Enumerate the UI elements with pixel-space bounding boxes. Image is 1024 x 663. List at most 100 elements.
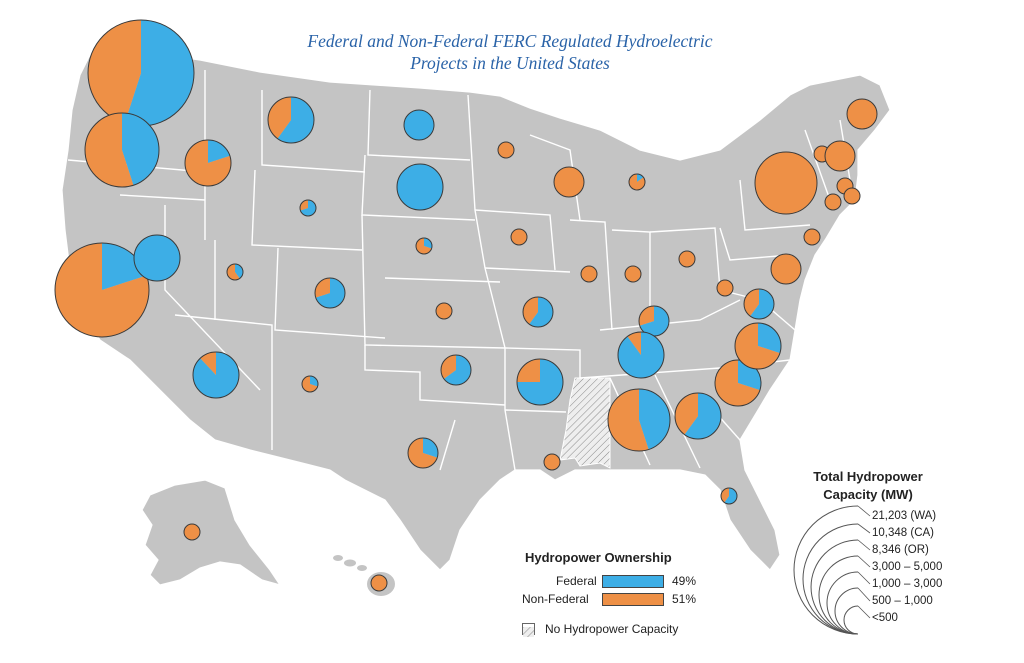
state-border — [274, 247, 386, 339]
pie-non-federal-slice — [675, 393, 698, 435]
state-pie-wa — [87, 19, 195, 127]
pie-non-federal-slice — [771, 254, 801, 284]
capacity-legend-circle — [802, 523, 859, 635]
pie-outline — [435, 302, 453, 320]
pie-outline — [754, 151, 818, 215]
state-pie-al — [607, 388, 671, 452]
state-pie-ri — [843, 187, 861, 205]
capacity-legend-circle — [826, 571, 859, 635]
pie-outline — [299, 199, 317, 217]
pie-non-federal-slice — [825, 194, 841, 210]
pie-non-federal-slice — [544, 454, 560, 470]
state-pie-ar — [516, 358, 564, 406]
capacity-legend-circle — [818, 555, 859, 635]
pie-federal-slice — [235, 264, 243, 279]
capacity-class-label: 21,203 (WA) — [872, 510, 937, 522]
capacity-legend-leader — [857, 587, 871, 602]
pie-outline — [403, 109, 435, 141]
pie-outline — [267, 96, 315, 144]
pie-outline — [516, 358, 564, 406]
pie-non-federal-slice — [511, 229, 527, 245]
pie-federal-slice — [684, 392, 722, 439]
pie-non-federal-slice — [184, 524, 200, 540]
pie-non-federal-slice — [371, 575, 387, 591]
capacity-legend-title-line1: Total Hydropower — [813, 469, 923, 484]
state-pie-ny — [754, 151, 818, 215]
state-border — [364, 345, 506, 406]
state-pie-nc — [734, 322, 782, 370]
pie-non-federal-slice — [85, 113, 134, 187]
pie-outline — [824, 140, 856, 172]
state-border — [261, 90, 366, 173]
capacity-class-label: 3,000 – 5,000 — [872, 561, 943, 573]
pie-outline — [607, 388, 671, 452]
pie-outline — [543, 453, 561, 471]
pie-outline — [846, 98, 878, 130]
state-border — [529, 134, 581, 221]
pie-outline — [301, 375, 319, 393]
pie-federal-slice — [277, 97, 314, 143]
pie-outline — [192, 351, 240, 399]
pie-outline — [674, 392, 722, 440]
capacity-legend-leader — [857, 605, 871, 619]
capacity-legend-leader — [857, 523, 871, 534]
pie-federal-slice — [404, 110, 434, 140]
state-pie-ut — [226, 263, 244, 281]
state-pie-wy — [299, 199, 317, 217]
state-border — [599, 299, 741, 331]
capacity-legend-leader — [857, 505, 871, 517]
pie-outline — [770, 253, 802, 285]
pie-outline — [714, 359, 762, 407]
legend-non-federal-label: Non-Federal — [522, 592, 589, 606]
pie-non-federal-slice — [717, 280, 733, 296]
pie-outline — [743, 288, 775, 320]
state-pie-va — [743, 288, 775, 320]
state-border — [251, 169, 363, 251]
capacity-legend-leader — [857, 571, 871, 585]
state-pie-il — [580, 265, 598, 283]
pie-federal-slice — [750, 289, 774, 320]
pie-outline — [843, 187, 861, 205]
state-border — [367, 89, 471, 161]
pie-outline — [54, 242, 150, 338]
pie-non-federal-slice — [715, 360, 760, 406]
capacity-legend-circle — [793, 505, 859, 635]
federal-swatch — [602, 575, 664, 588]
pie-outline — [716, 279, 734, 297]
pie-outline — [183, 523, 201, 541]
pie-outline — [84, 112, 160, 188]
pie-non-federal-slice — [517, 359, 540, 382]
pie-outline — [580, 265, 598, 283]
state-pie-me — [846, 98, 878, 130]
capacity-legend-title-line2: Capacity (MW) — [823, 487, 913, 502]
pie-non-federal-slice — [744, 289, 759, 317]
state-pie-nm — [301, 375, 319, 393]
state-pie-sc — [714, 359, 762, 407]
capacity-legend-leader — [857, 539, 871, 551]
pie-federal-slice — [529, 297, 553, 327]
pie-federal-slice — [618, 331, 665, 378]
pie-non-federal-slice — [436, 303, 452, 319]
pie-federal-slice — [639, 306, 669, 337]
state-border — [804, 129, 831, 201]
hawaii-islands — [333, 555, 395, 596]
pie-outline — [440, 354, 472, 386]
state-pie-pa — [770, 253, 802, 285]
pie-federal-slice — [639, 389, 670, 450]
capacity-legend-leader — [857, 555, 871, 568]
legend-federal-pct: 49% — [672, 574, 697, 588]
no-capacity-swatch — [522, 623, 535, 637]
pie-federal-slice — [300, 200, 316, 216]
state-pie-ct — [824, 193, 842, 211]
pie-non-federal-slice — [554, 167, 584, 197]
state-pie-id — [184, 139, 232, 187]
pie-outline — [803, 228, 821, 246]
alaska-landmass — [141, 479, 282, 587]
pie-non-federal-slice — [268, 97, 291, 139]
state-pie-az — [192, 351, 240, 399]
pie-federal-slice — [124, 20, 194, 126]
pie-outline — [628, 173, 646, 191]
state-border — [504, 347, 581, 378]
pie-non-federal-slice — [847, 99, 877, 129]
